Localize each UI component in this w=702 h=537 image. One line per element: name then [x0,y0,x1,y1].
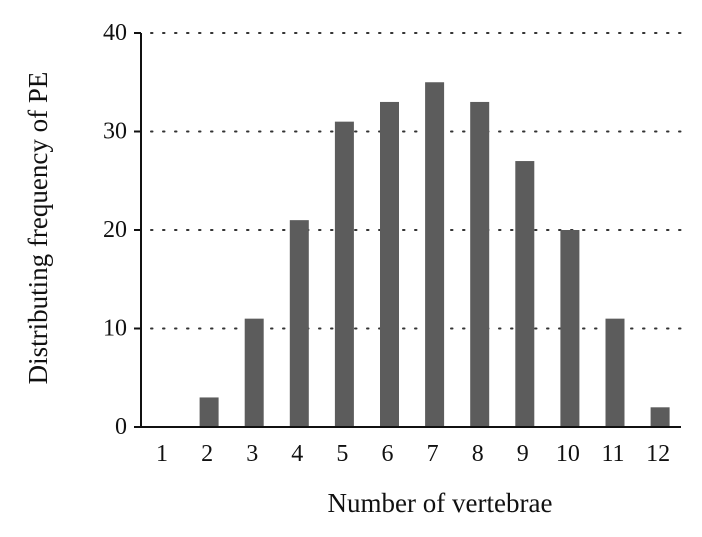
bar [605,318,625,427]
x-tick-label: 9 [517,441,529,467]
bar [560,230,580,427]
bar [244,318,264,427]
x-tick-label: 7 [427,441,439,467]
axes [134,32,681,428]
bar [380,101,399,427]
x-tick-labels: 1 2 3 4 5 6 7 8 9 10 11 12 [156,441,670,467]
y-axis-title: Distributing frequency of PE [23,72,53,385]
y-tick-label: 0 [115,414,127,440]
x-axis-title: Number of vertebrae [328,488,553,518]
x-tick-label: 1 [156,441,168,467]
bar [650,407,670,427]
bar [199,397,219,427]
bars [199,82,670,428]
x-tick-label: 6 [382,441,394,467]
x-tick-label: 12 [646,441,670,467]
x-tick-label: 2 [201,441,213,467]
y-tick-labels: 0 10 20 30 40 [103,20,127,440]
x-tick-label: 4 [291,441,303,467]
x-tick-label: 5 [336,441,348,467]
y-tick-label: 20 [103,217,127,243]
x-tick-label: 10 [556,441,580,467]
y-tick-label: 10 [103,316,127,342]
y-tick-label: 40 [103,20,127,46]
bar [425,82,445,427]
bar [334,121,354,428]
x-tick-label: 8 [472,441,484,467]
gridlines [150,32,682,330]
y-tick-label: 30 [103,119,127,145]
x-tick-label: 3 [246,441,258,467]
bar [470,101,490,427]
x-tick-label: 11 [601,441,624,467]
bar [515,161,535,428]
bar [289,220,309,427]
